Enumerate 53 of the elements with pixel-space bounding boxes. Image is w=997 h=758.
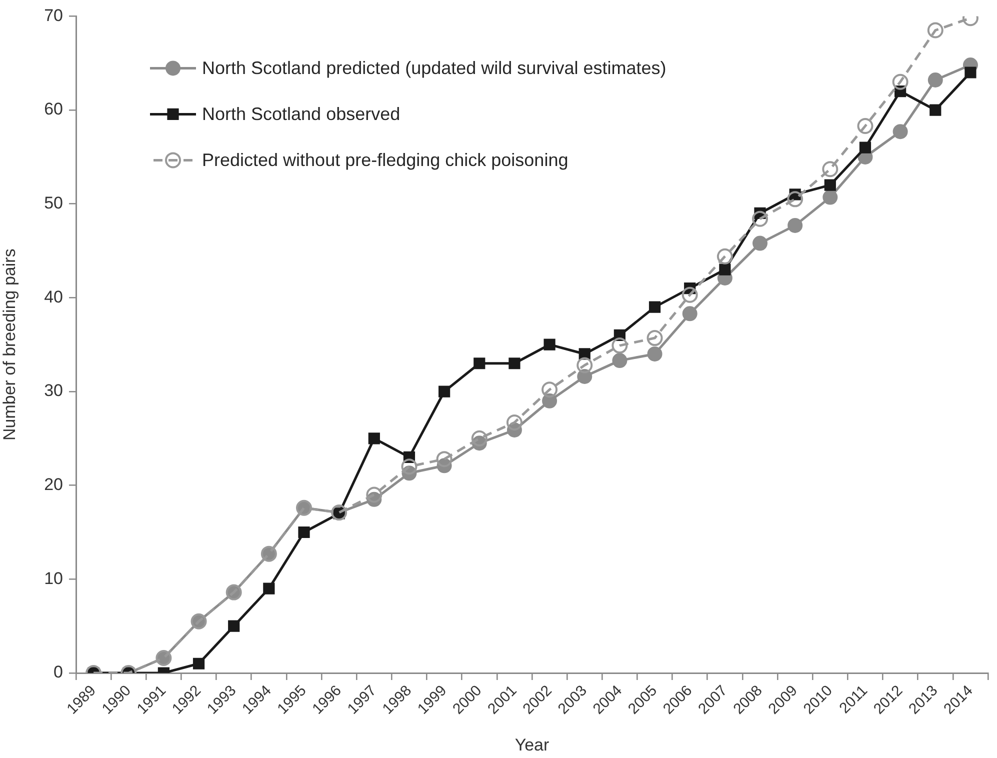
y-tick-label: 10 xyxy=(44,568,63,588)
legend-label: North Scotland observed xyxy=(202,104,400,124)
point xyxy=(542,382,558,398)
point xyxy=(892,124,908,140)
point xyxy=(788,218,803,233)
point xyxy=(822,161,838,178)
point xyxy=(368,432,380,444)
point xyxy=(474,358,486,370)
y-axis-title: Number of breeding pairs xyxy=(0,248,19,441)
point xyxy=(719,264,731,276)
y-tick-label: 50 xyxy=(44,194,63,213)
point xyxy=(647,346,662,362)
y-tick-label: 60 xyxy=(44,100,63,119)
y-tick-label: 30 xyxy=(44,381,63,400)
x-axis-title: Year xyxy=(514,735,550,754)
point xyxy=(298,526,310,538)
point xyxy=(263,582,275,594)
point xyxy=(787,191,804,208)
point xyxy=(366,486,382,503)
point xyxy=(930,104,942,116)
point xyxy=(752,236,768,251)
point xyxy=(436,451,452,468)
point xyxy=(928,72,943,88)
point xyxy=(824,179,836,191)
y-tick-label: 40 xyxy=(44,287,63,306)
point xyxy=(228,620,240,632)
y-tick-label: 70 xyxy=(44,6,63,25)
point xyxy=(892,74,908,90)
point xyxy=(646,330,663,346)
point xyxy=(822,190,838,205)
point xyxy=(964,66,976,78)
legend-label: North Scotland predicted (updated wild survival estimates) xyxy=(202,58,666,78)
point xyxy=(438,386,450,398)
point xyxy=(612,338,628,354)
point xyxy=(508,358,520,370)
point xyxy=(648,301,661,313)
point xyxy=(576,357,593,374)
point xyxy=(927,22,944,38)
point xyxy=(612,353,628,368)
point xyxy=(682,306,698,322)
point xyxy=(857,118,874,134)
point xyxy=(401,458,418,475)
point xyxy=(471,430,488,446)
point xyxy=(506,414,522,430)
point xyxy=(716,248,733,264)
point xyxy=(752,210,768,227)
point xyxy=(682,286,698,303)
point xyxy=(859,142,872,154)
point xyxy=(192,658,205,670)
point xyxy=(544,338,556,350)
y-tick-label: 0 xyxy=(54,662,63,682)
y-tick-label: 20 xyxy=(44,475,63,494)
legend-label: Predicted without pre-fledging chick poisoning xyxy=(202,150,568,170)
